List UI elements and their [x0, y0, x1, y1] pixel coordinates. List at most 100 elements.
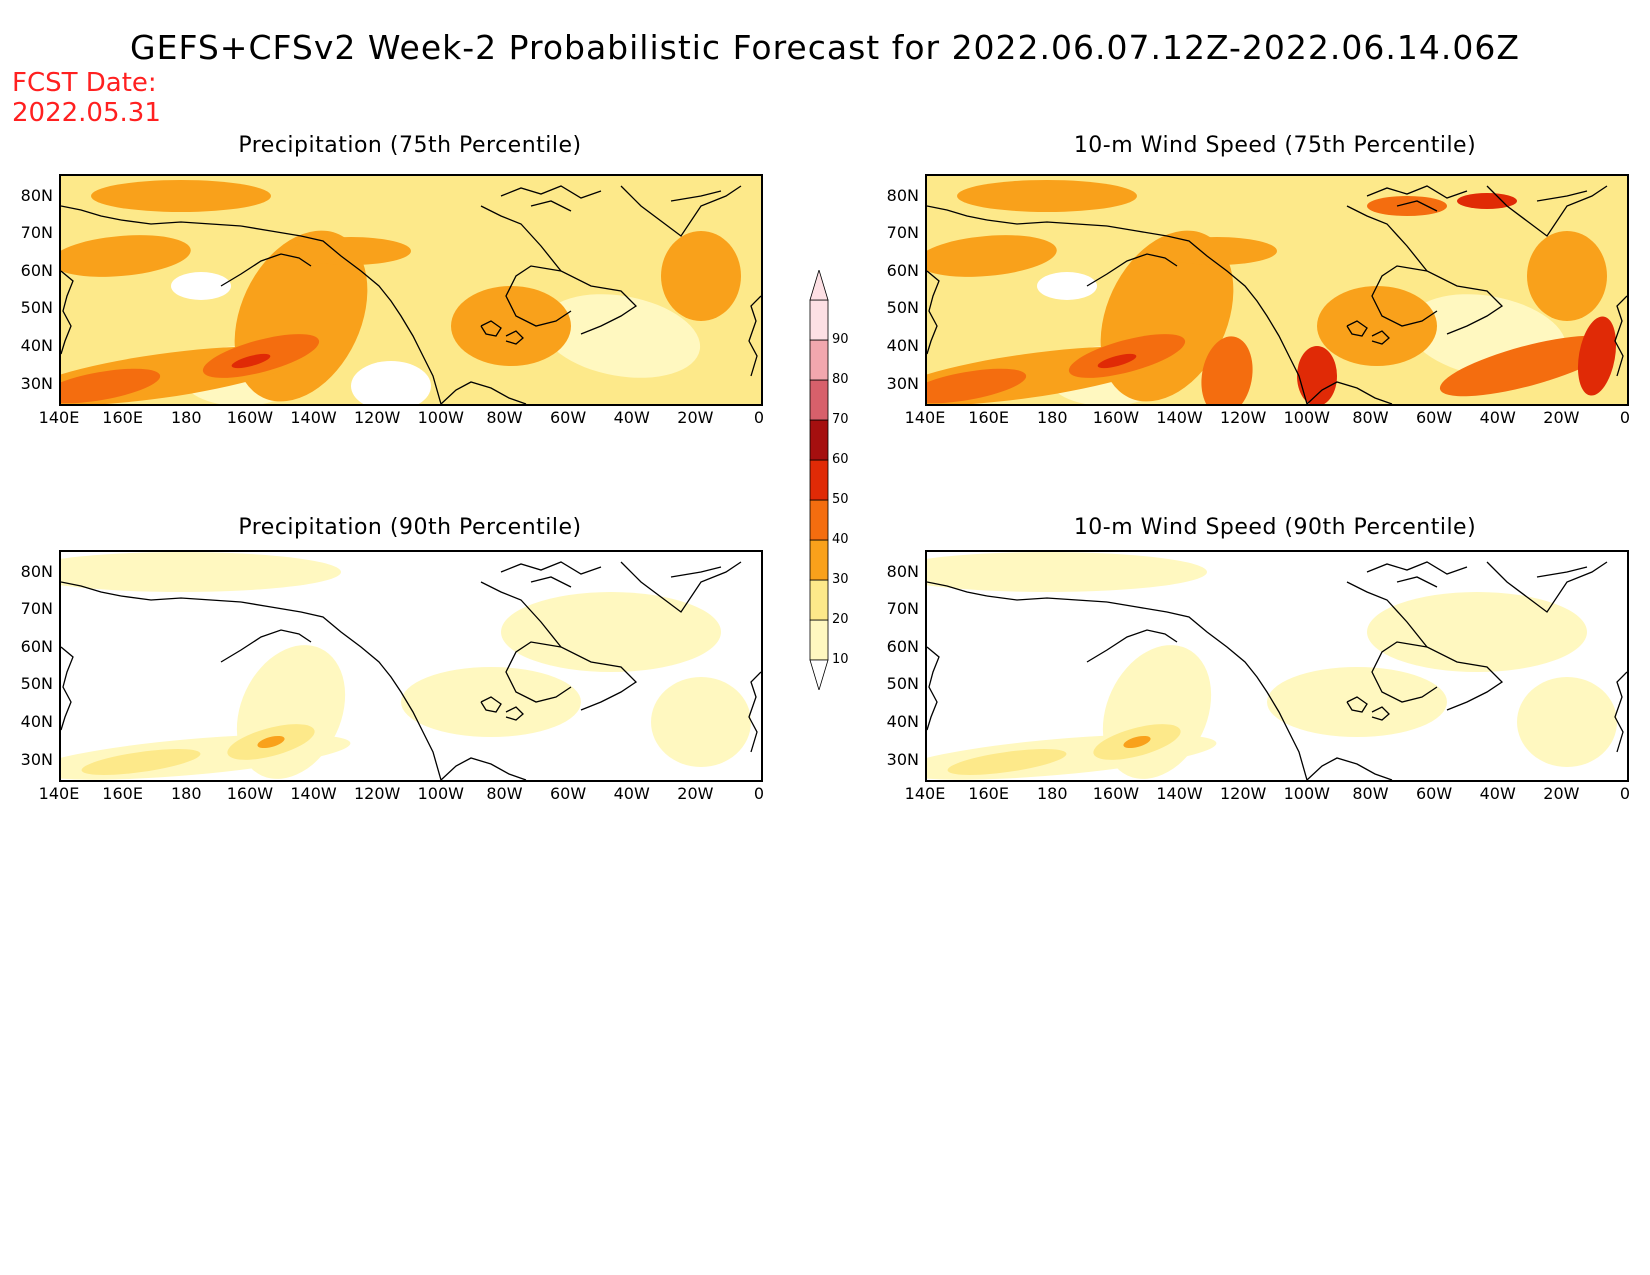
- colorbar-swatch: [809, 459, 829, 501]
- lon-tick-label: 160E: [968, 408, 1009, 427]
- coastline: [927, 561, 1627, 780]
- figure-title: GEFS+CFSv2 Week-2 Probabilistic Forecast…: [130, 28, 1520, 67]
- probability-region: [651, 677, 751, 767]
- probability-region: [1527, 231, 1607, 321]
- lon-tick-label: 100W: [417, 784, 464, 803]
- probability-region: [1037, 272, 1097, 300]
- lon-tick-label: 0: [1619, 784, 1631, 803]
- colorbar-label: 40: [832, 532, 849, 547]
- lon-tick-label: 100W: [1283, 784, 1330, 803]
- forecast-date-value: 2022.05.31: [12, 98, 161, 128]
- colorbar-label: 20: [832, 612, 849, 627]
- probability-region: [1123, 735, 1151, 749]
- map-precip90: [59, 550, 763, 782]
- lon-tick-label: 60W: [549, 784, 587, 803]
- lon-tick-label: 160E: [102, 408, 143, 427]
- lon-tick-label: 60W: [1415, 408, 1453, 427]
- colorbar-label: 90: [832, 332, 849, 347]
- lon-tick-label: 160W: [226, 408, 274, 427]
- probability-region: [451, 286, 571, 366]
- lon-tick-label: 100W: [417, 408, 464, 427]
- colorbar-label: 30: [832, 572, 849, 587]
- lon-tick-label: 80W: [1352, 784, 1389, 803]
- lat-tick-label: 30N: [886, 373, 919, 393]
- probability-region: [1201, 336, 1253, 404]
- probability-region: [957, 180, 1137, 212]
- lon-tick-label: 140E: [904, 408, 946, 427]
- lon-tick-label: 80W: [1352, 408, 1389, 427]
- lon-tick-label: 140E: [38, 408, 80, 427]
- lon-tick-label: 20W: [1543, 784, 1580, 803]
- coastline: [61, 561, 761, 780]
- map-precip75: [59, 174, 763, 406]
- colorbar: [809, 270, 829, 690]
- probability-region: [91, 180, 271, 212]
- lat-tick-label: 80N: [20, 561, 53, 581]
- probability-region: [1267, 667, 1447, 737]
- probability-region: [81, 749, 201, 775]
- lon-tick-label: 180: [1036, 784, 1068, 803]
- lon-tick-label: 140W: [290, 784, 337, 803]
- lon-tick-label: 140W: [290, 408, 337, 427]
- map-wind90: [925, 550, 1629, 782]
- probability-region: [927, 235, 1057, 277]
- colorbar-swatch: [809, 419, 829, 461]
- lon-tick-label: 80W: [486, 408, 523, 427]
- probability-region: [661, 231, 741, 321]
- colorbar-swatch: [809, 499, 829, 541]
- lat-tick-label: 30N: [20, 373, 53, 393]
- probability-region: [171, 272, 231, 300]
- lon-tick-label: 60W: [549, 408, 587, 427]
- lat-tick-label: 50N: [20, 298, 53, 318]
- lat-tick-label: 40N: [886, 336, 919, 355]
- lon-tick-label: 20W: [1543, 408, 1580, 427]
- map-wind75: [925, 174, 1629, 406]
- probability-region: [61, 235, 191, 277]
- colorbar-label: 70: [832, 412, 849, 427]
- lon-tick-label: 20W: [677, 408, 714, 427]
- probability-region: [257, 735, 285, 749]
- lat-tick-label: 80N: [20, 185, 53, 205]
- lat-tick-label: 40N: [20, 712, 53, 731]
- lat-tick-label: 40N: [20, 336, 53, 355]
- colorbar-label: 50: [832, 492, 849, 507]
- colorbar-top-arrow: [809, 270, 829, 301]
- lon-tick-label: 40W: [613, 784, 650, 803]
- probability-region: [231, 353, 271, 369]
- probability-region: [401, 667, 581, 737]
- lon-tick-label: 140E: [904, 784, 946, 803]
- lat-tick-label: 60N: [886, 636, 919, 656]
- colorbar-swatch: [809, 579, 829, 621]
- colorbar-swatch: [809, 539, 829, 581]
- panel-title-wind75: 10-m Wind Speed (75th Percentile): [1073, 133, 1477, 158]
- probability-region: [501, 592, 721, 672]
- probability-region: [1367, 196, 1447, 216]
- lat-tick-label: 60N: [20, 636, 53, 656]
- lon-tick-label: 180: [170, 784, 202, 803]
- colorbar-swatch: [809, 299, 829, 341]
- probability-region: [1297, 346, 1337, 404]
- lat-tick-label: 70N: [886, 223, 919, 243]
- probability-region: [1097, 353, 1137, 369]
- lon-tick-label: 160E: [102, 784, 143, 803]
- lat-tick-label: 50N: [886, 674, 919, 694]
- colorbar-label: 80: [832, 372, 849, 387]
- lat-tick-label: 50N: [886, 298, 919, 318]
- lat-tick-label: 50N: [20, 674, 53, 694]
- lon-tick-label: 60W: [1415, 784, 1453, 803]
- lat-tick-label: 70N: [20, 599, 53, 619]
- panel-title-wind90: 10-m Wind Speed (90th Percentile): [1073, 515, 1477, 540]
- lon-tick-label: 120W: [1219, 784, 1267, 803]
- lat-tick-label: 70N: [886, 599, 919, 619]
- coastline: [927, 185, 1627, 404]
- lat-tick-label: 30N: [20, 749, 53, 769]
- lat-tick-label: 40N: [886, 712, 919, 731]
- lon-tick-label: 40W: [613, 408, 650, 427]
- lon-tick-label: 120W: [353, 784, 401, 803]
- probability-region: [291, 237, 411, 265]
- colorbar-bottom-arrow: [809, 659, 829, 690]
- probability-region: [541, 294, 701, 378]
- colorbar-swatch: [809, 619, 829, 661]
- lon-tick-label: 160W: [1092, 408, 1140, 427]
- probability-region: [351, 361, 431, 404]
